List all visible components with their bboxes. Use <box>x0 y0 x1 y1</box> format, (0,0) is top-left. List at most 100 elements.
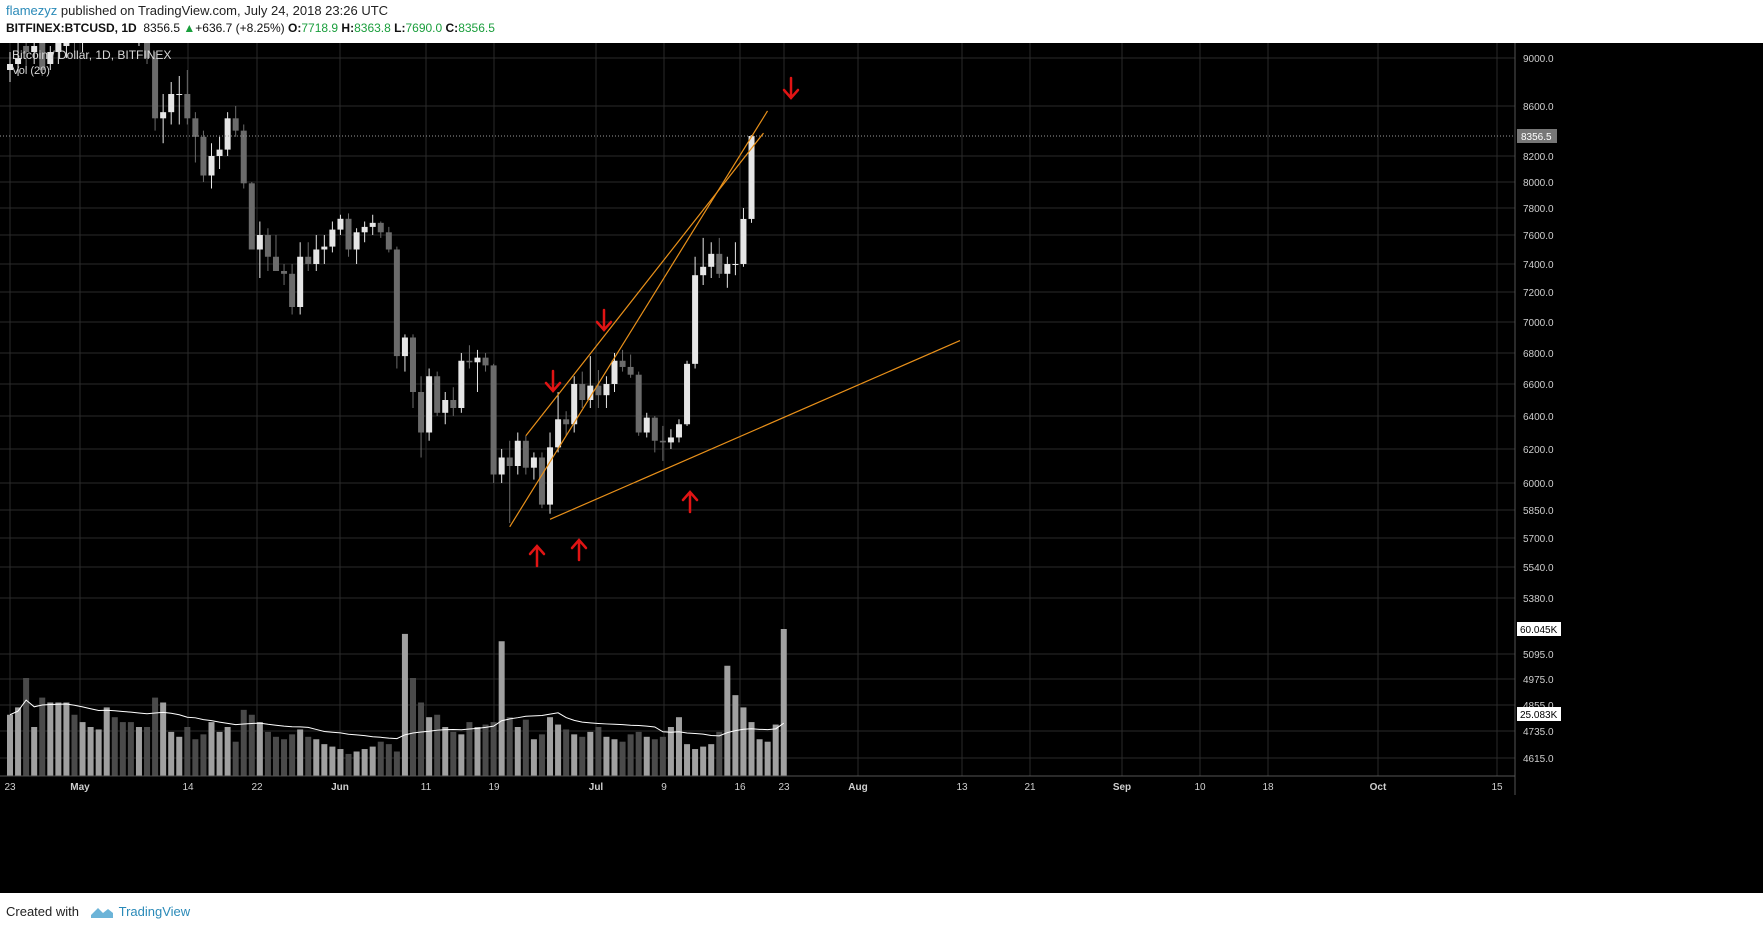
volume-bar <box>329 746 336 776</box>
time-tick-label: 23 <box>4 782 16 793</box>
annotations <box>509 76 961 568</box>
candle-body <box>63 43 70 46</box>
volume-bar <box>224 727 231 776</box>
high-label: H: <box>341 21 355 35</box>
price-tick-label: 5540.0 <box>1523 563 1554 574</box>
volume-bar <box>659 736 666 776</box>
volume-bar <box>264 731 271 776</box>
volume-bar <box>555 724 562 776</box>
upper-trendline <box>509 110 769 528</box>
candle-body <box>635 374 642 433</box>
volume-bar <box>361 749 368 776</box>
volume-bar <box>152 697 159 776</box>
candle-body <box>498 457 505 475</box>
volume-bar <box>377 741 384 776</box>
volume-bar <box>200 734 207 776</box>
symbol-label: BITFINEX:BTCUSD, 1D <box>6 21 137 35</box>
last-price-label: 8356.5 <box>1521 132 1552 143</box>
candle-body <box>144 43 151 58</box>
candle-body <box>667 437 674 443</box>
candle-body <box>39 43 46 70</box>
candle-body <box>474 357 481 363</box>
volume-bar <box>47 702 54 776</box>
upper-trendline-short <box>525 132 764 437</box>
low-label: L: <box>394 21 406 35</box>
volume-bar <box>160 702 167 776</box>
time-tick-label: 10 <box>1194 782 1206 793</box>
candle-body <box>353 232 360 250</box>
volume-bar <box>272 736 279 776</box>
volume-tick-label: 4855.0 <box>1523 701 1554 712</box>
candle-body <box>200 136 207 176</box>
price-tick-label: 6400.0 <box>1523 412 1554 423</box>
volume-bar <box>780 629 787 776</box>
tradingview-link[interactable]: TradingView <box>118 904 191 919</box>
candle-body <box>627 366 634 375</box>
volume-bar <box>740 707 747 776</box>
open-label: O: <box>288 21 302 35</box>
volume-bar <box>716 731 723 776</box>
candle-body <box>152 58 159 119</box>
candle-body <box>466 360 473 363</box>
time-tick-label: 22 <box>251 782 263 793</box>
lower-trendline <box>549 340 961 520</box>
created-with-text: Created with <box>6 904 79 919</box>
candle-body <box>555 419 562 448</box>
volume-bar <box>337 749 344 776</box>
candle-body <box>530 457 537 468</box>
btcusd-chart[interactable]: 9000.0 8600.0 8200.0 8000.0 7800.0 7600.0 7400… <box>0 43 1763 893</box>
volume-bar <box>297 729 304 776</box>
candle-body <box>321 246 328 250</box>
publish-info: published on TradingView.com, July 24, 2… <box>57 3 389 18</box>
candle-body <box>264 235 271 257</box>
volume-value-tag <box>1517 622 1561 636</box>
volume-bar <box>39 697 46 776</box>
candle-body <box>15 58 22 64</box>
time-tick-label: 18 <box>1262 782 1274 793</box>
candle-body <box>23 46 30 52</box>
volume-tick-label: 4615.0 <box>1523 754 1554 765</box>
last-price: 8356.5 <box>143 21 181 35</box>
candle-body <box>675 424 682 438</box>
candle-body <box>385 232 392 250</box>
time-tick-label: Jul <box>589 782 604 793</box>
low-value: 7690.0 <box>405 21 443 35</box>
candle-body <box>619 360 626 367</box>
volume-bar <box>410 678 416 776</box>
volume-bar <box>724 665 731 776</box>
candle-body <box>208 156 215 176</box>
volume-bar <box>168 731 175 776</box>
candle-body <box>410 337 416 392</box>
price-tick-label: 6800.0 <box>1523 349 1554 360</box>
candle-body <box>603 384 610 396</box>
price-tick-label: 7000.0 <box>1523 318 1554 329</box>
volume-bar <box>619 741 626 776</box>
publisher-link[interactable]: flamezyz <box>6 3 58 18</box>
tradingview-logo-icon <box>90 908 113 918</box>
volume-bar <box>95 729 102 776</box>
volume-tick-label: 4735.0 <box>1523 727 1554 738</box>
volume-bar <box>7 714 13 776</box>
axes: 9000.0 8600.0 8200.0 8000.0 7800.0 7600.0 7400… <box>0 43 1561 795</box>
candle-body <box>289 273 296 307</box>
volume-bar <box>15 707 22 776</box>
candle-body <box>256 235 263 250</box>
volume-bar <box>772 724 779 776</box>
volume-bar <box>192 739 199 776</box>
time-tick-label: 13 <box>956 782 968 793</box>
volume-bar <box>506 717 513 776</box>
candle-body <box>538 457 545 505</box>
price-tick-label: 8000.0 <box>1523 178 1554 189</box>
sell-arrow-icon <box>544 369 562 393</box>
volume-bar <box>684 744 691 776</box>
volume-pane <box>7 629 787 776</box>
volume-bar <box>232 741 239 776</box>
candle-body <box>482 357 489 366</box>
candle-body <box>281 271 288 274</box>
candle-body <box>708 253 715 267</box>
time-tick-label: 15 <box>1491 782 1503 793</box>
candle-body <box>643 417 650 433</box>
candle-body <box>434 376 441 413</box>
candle-body <box>329 229 336 247</box>
candle-body <box>547 447 554 505</box>
